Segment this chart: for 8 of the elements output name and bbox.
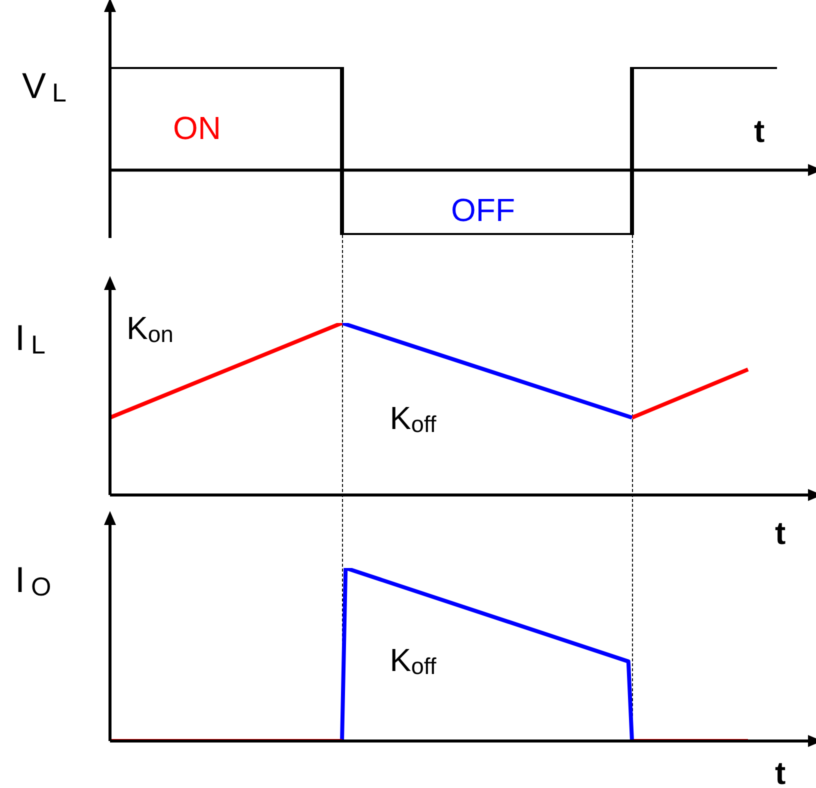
annotation: ON [173,110,221,146]
annotation: Koff [390,400,437,438]
annotation: Koff [390,642,437,680]
annotation: Kon [126,310,174,348]
x-axis-title: t [754,112,765,149]
x-axis-title: t [775,514,786,551]
annotation: OFF [451,192,515,228]
x-axis-title: t [775,754,786,788]
